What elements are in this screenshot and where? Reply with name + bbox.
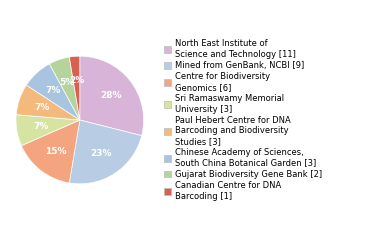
Text: 7%: 7%	[45, 86, 61, 95]
Text: 2%: 2%	[69, 76, 84, 85]
Wedge shape	[16, 85, 80, 120]
Wedge shape	[69, 56, 80, 120]
Wedge shape	[16, 115, 80, 146]
Wedge shape	[69, 120, 142, 184]
Text: 7%: 7%	[33, 122, 48, 131]
Wedge shape	[26, 64, 80, 120]
Legend: North East Institute of
Science and Technology [11], Mined from GenBank, NCBI [9: North East Institute of Science and Tech…	[164, 39, 322, 201]
Text: 7%: 7%	[35, 103, 50, 112]
Wedge shape	[80, 56, 144, 136]
Text: 23%: 23%	[91, 149, 112, 158]
Text: 5%: 5%	[59, 78, 74, 87]
Wedge shape	[21, 120, 80, 183]
Text: 15%: 15%	[45, 147, 66, 156]
Text: 28%: 28%	[100, 91, 122, 100]
Wedge shape	[49, 57, 80, 120]
